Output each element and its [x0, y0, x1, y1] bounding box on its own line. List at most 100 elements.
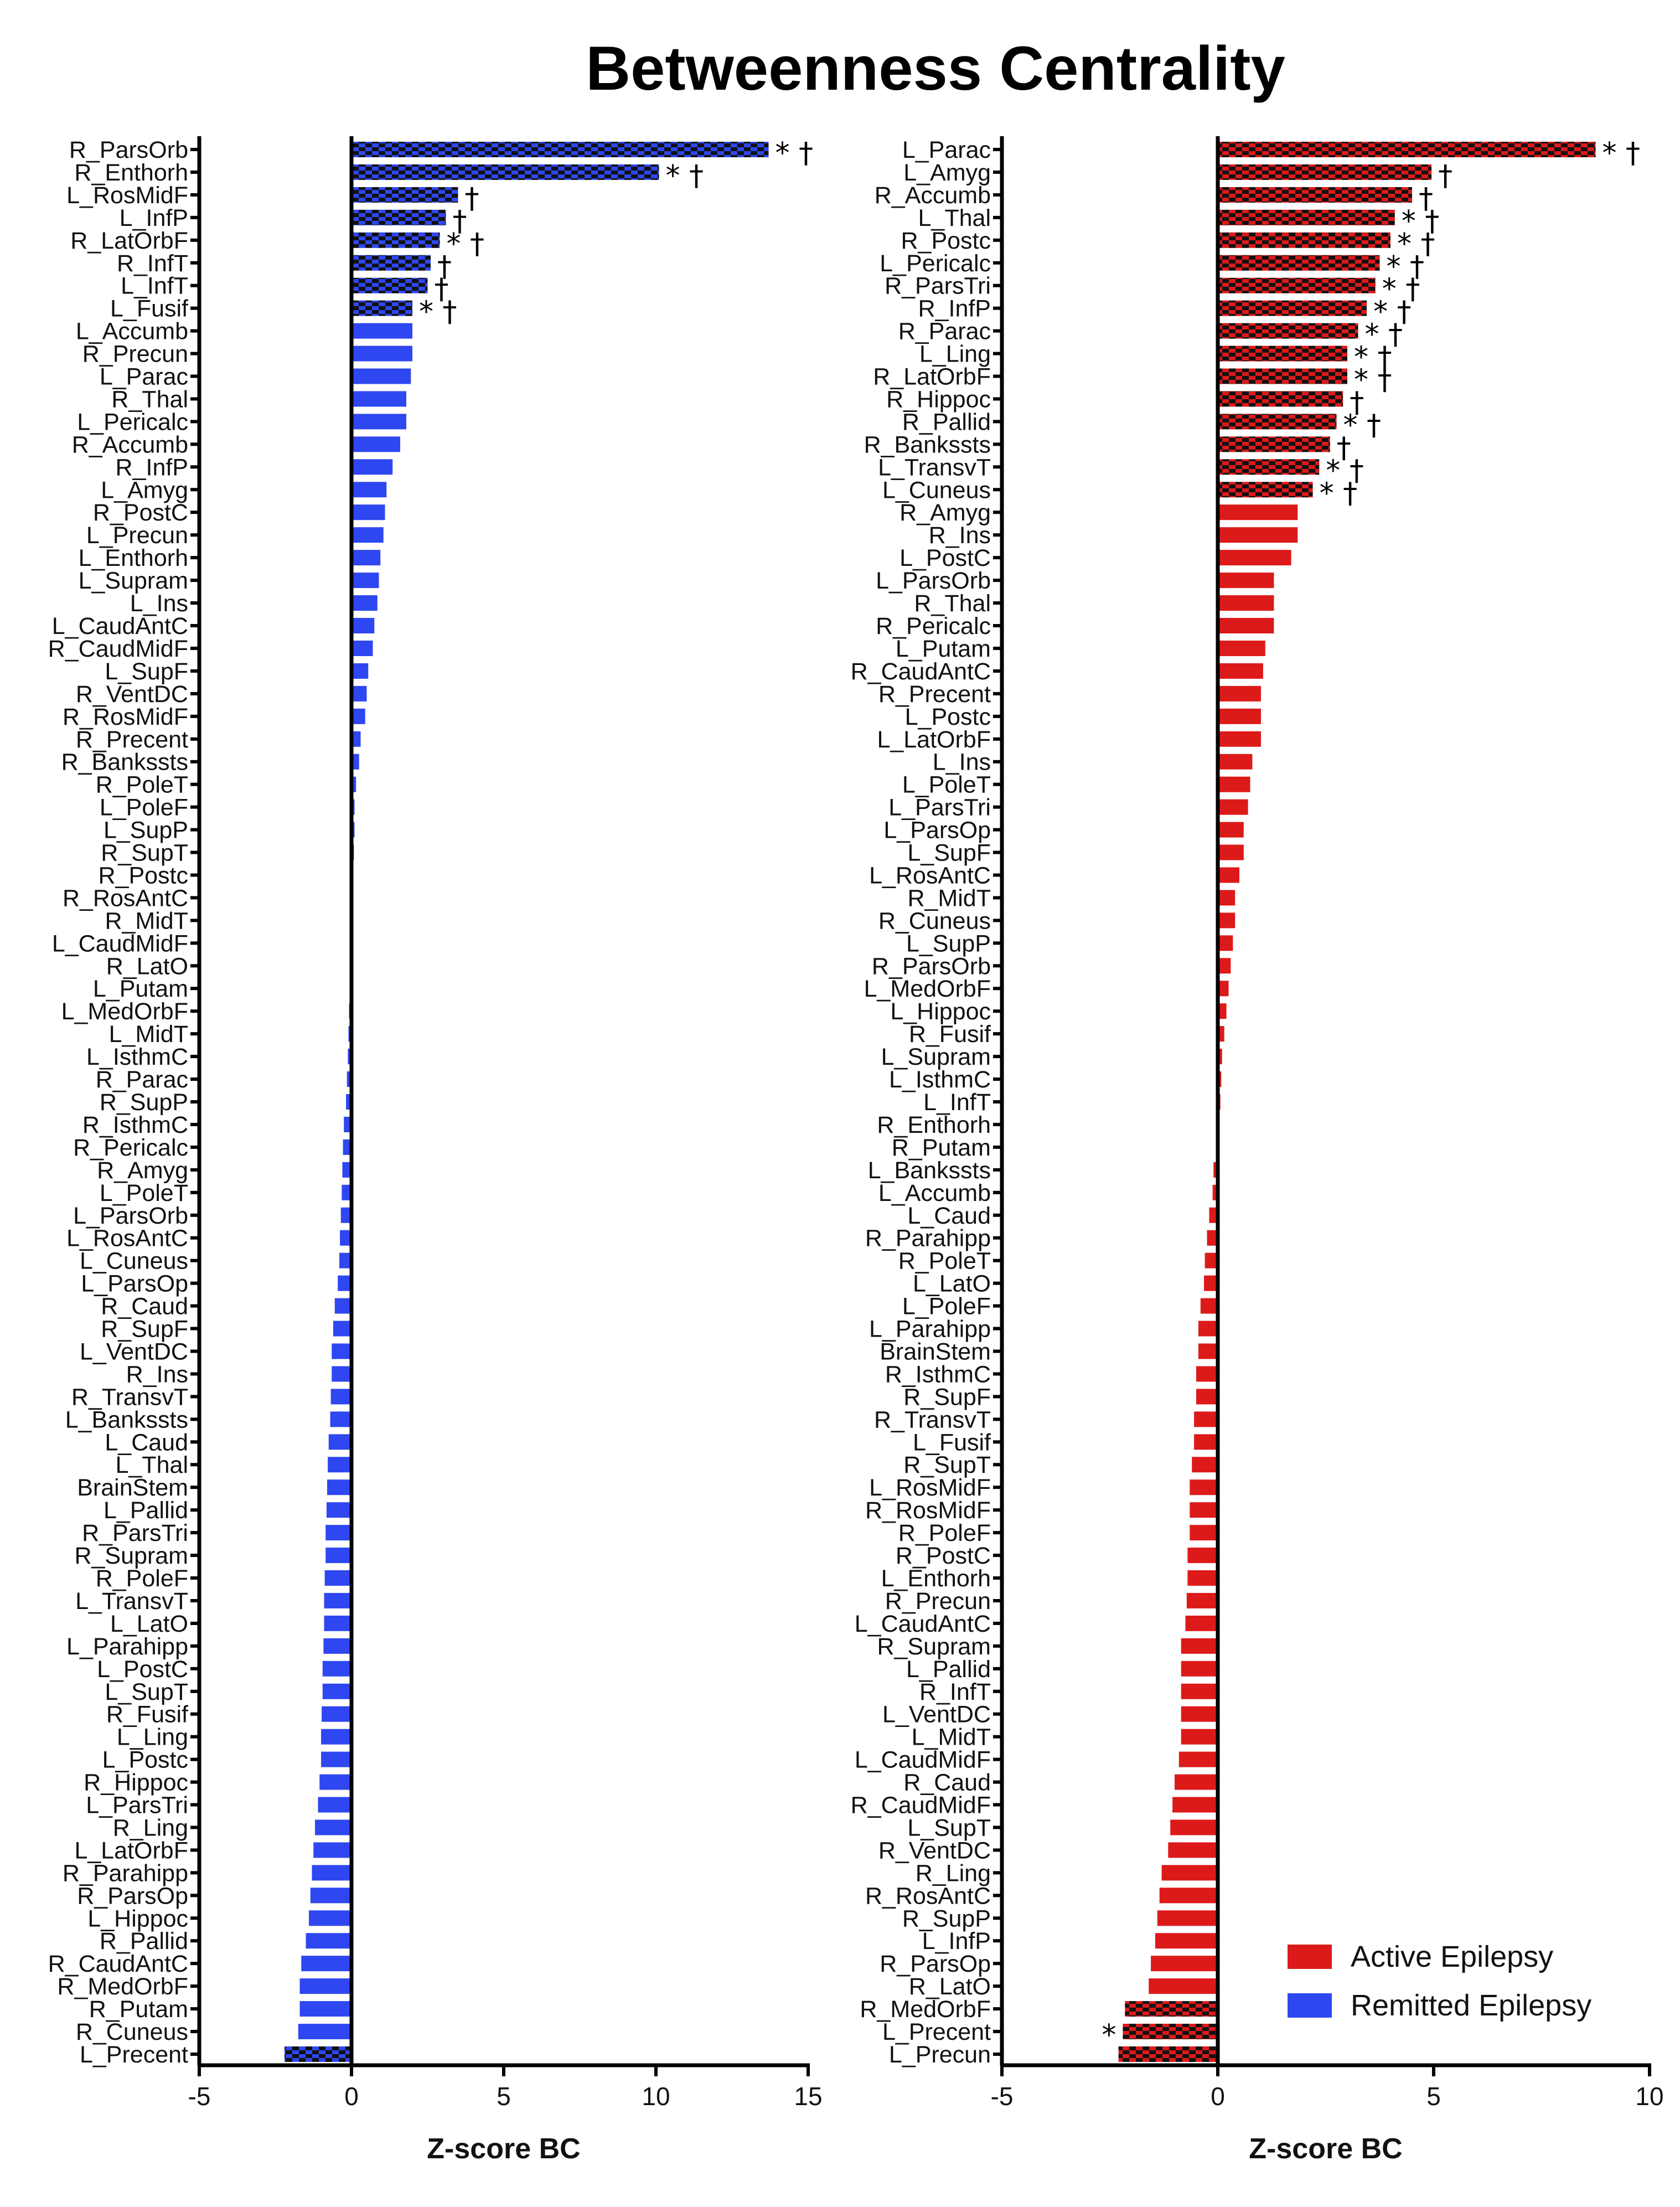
category-label: L_Caud [907, 1203, 991, 1229]
category-label: R_Precun [82, 341, 188, 368]
bar-l-latorbf [1218, 731, 1261, 747]
category-label: R_Caud [903, 1770, 991, 1796]
category-label: R_Ins [126, 1361, 188, 1388]
x-axis-title: Z-score BC [427, 2133, 580, 2165]
category-label: R_SupT [903, 1452, 991, 1478]
bar-l-precent [285, 2046, 351, 2062]
category-label: L_MedOrbF [61, 998, 188, 1025]
category-label: R_Supram [74, 1543, 188, 1569]
category-label: L_ParsOrb [73, 1203, 188, 1229]
category-label: L_Postc [102, 1747, 188, 1773]
category-label: R_Bankssts [864, 431, 991, 458]
x-tick-label: 10 [1635, 2082, 1663, 2111]
bar-l-ling [1218, 346, 1347, 362]
category-label: L_RosAntC [66, 1225, 188, 1252]
bar-l-accumb [1212, 1184, 1218, 1200]
category-label: L_Bankssts [868, 1157, 991, 1184]
bar-r-parsop [1151, 1956, 1218, 1972]
bar-r-parahipp [1207, 1230, 1218, 1246]
category-label: L_Thal [116, 1452, 188, 1478]
category-label: L_MidT [912, 1724, 991, 1751]
category-label: L_Putam [896, 636, 991, 662]
category-label: L_SupF [105, 658, 188, 685]
category-label: L_InfT [923, 1089, 991, 1116]
active-epilepsy-panel: L_Parac * † L_Amyg † R_Accumb † L_Thal * † R_Pos… [851, 136, 1664, 2165]
x-tick-label: -5 [188, 2082, 211, 2111]
category-label: L_Amyg [903, 159, 991, 186]
category-label: L_SupP [104, 817, 188, 844]
bar-l-supf [351, 663, 369, 679]
category-label: R_IsthmC [885, 1361, 991, 1388]
category-label: L_TransvT [878, 454, 991, 481]
bar-r-amyg [1218, 504, 1298, 520]
bar-r-hippoc [1218, 391, 1343, 407]
category-label: R_SupF [101, 1316, 188, 1343]
category-label: R_ParsOrb [872, 953, 991, 979]
bar-l-rosmidf [1190, 1479, 1218, 1496]
bar-l-amyg [351, 482, 387, 498]
bar-r-fusif [322, 1706, 351, 1722]
category-label: L_Fusif [110, 296, 189, 322]
bar-l-ins [1218, 754, 1253, 770]
significance-marker: * † [419, 296, 457, 329]
category-label: L_InfP [120, 205, 188, 231]
category-label: R_SupP [100, 1089, 188, 1116]
category-label: L_Hippoc [890, 998, 991, 1025]
category-label: L_Fusif [913, 1429, 991, 1456]
bar-r-midt [1218, 890, 1236, 906]
bar-r-parahipp [312, 1865, 351, 1881]
bar-l-caudantc [1185, 1615, 1218, 1631]
category-label: R_Amyg [900, 499, 991, 526]
category-label: L_LatOrbF [74, 1837, 188, 1864]
category-label: L_RosAntC [869, 862, 991, 889]
bar-l-midt [1181, 1729, 1218, 1745]
significance-marker: † [1337, 431, 1351, 465]
bar-l-parsorb [340, 1207, 351, 1223]
category-label: L_Pericalc [880, 250, 991, 277]
x-tick-label: -5 [991, 2082, 1014, 2111]
bar-r-amyg [342, 1162, 351, 1178]
category-label: L_InfP [922, 1928, 991, 1955]
bar-l-accumb [351, 323, 412, 339]
bar-l-putam [1218, 640, 1265, 656]
bar-l-medorbf [1218, 981, 1229, 997]
significance-marker: * † [1397, 228, 1435, 261]
category-label: R_Accumb [72, 431, 188, 458]
category-label: L_Ling [919, 341, 991, 368]
bar-r-postc [1187, 1548, 1218, 1564]
category-label: L_VentDC [80, 1338, 188, 1365]
bar-r-hippoc [319, 1774, 351, 1790]
category-label: R_ParsTri [885, 273, 991, 300]
category-label: L_Bankssts [65, 1406, 188, 1433]
bar-r-precent [351, 731, 361, 747]
category-label: L_Putam [93, 976, 188, 1002]
bar-l-precun [1118, 2046, 1218, 2062]
category-label: R_Supram [877, 1633, 991, 1660]
category-label: R_TransvT [874, 1406, 991, 1433]
category-label: L_Precent [80, 2041, 188, 2068]
bar-r-infp [351, 459, 393, 475]
bar-l-parahipp [323, 1638, 351, 1654]
bar-r-polef [1190, 1525, 1218, 1541]
bar-l-fusif [1194, 1434, 1218, 1450]
category-label: R_RosAntC [63, 885, 188, 911]
category-label: L_Pallid [104, 1497, 188, 1524]
category-label: R_Pericalc [73, 1135, 188, 1161]
bar-l-supram [1218, 1049, 1222, 1065]
bar-r-pallid [1218, 414, 1337, 430]
bar-r-parsorb [1218, 958, 1231, 974]
bar-l-parsop [1218, 822, 1244, 838]
bar-r-infp [1218, 300, 1367, 316]
bar-r-polef [324, 1570, 351, 1586]
bar-r-transvt [1194, 1411, 1218, 1427]
bar-l-precun [351, 527, 384, 543]
significance-marker: * † [1402, 205, 1440, 238]
category-label: L_Parac [100, 364, 188, 390]
chart-title: Betweenness Centrality [586, 34, 1285, 103]
bar-l-rosantc [340, 1230, 351, 1246]
bar-r-medorbf [1125, 2001, 1218, 2017]
category-label: R_Ins [929, 522, 991, 549]
bar-l-lato [324, 1615, 351, 1631]
category-label: L_PostC [900, 545, 991, 571]
category-label: L_Thal [918, 205, 991, 231]
